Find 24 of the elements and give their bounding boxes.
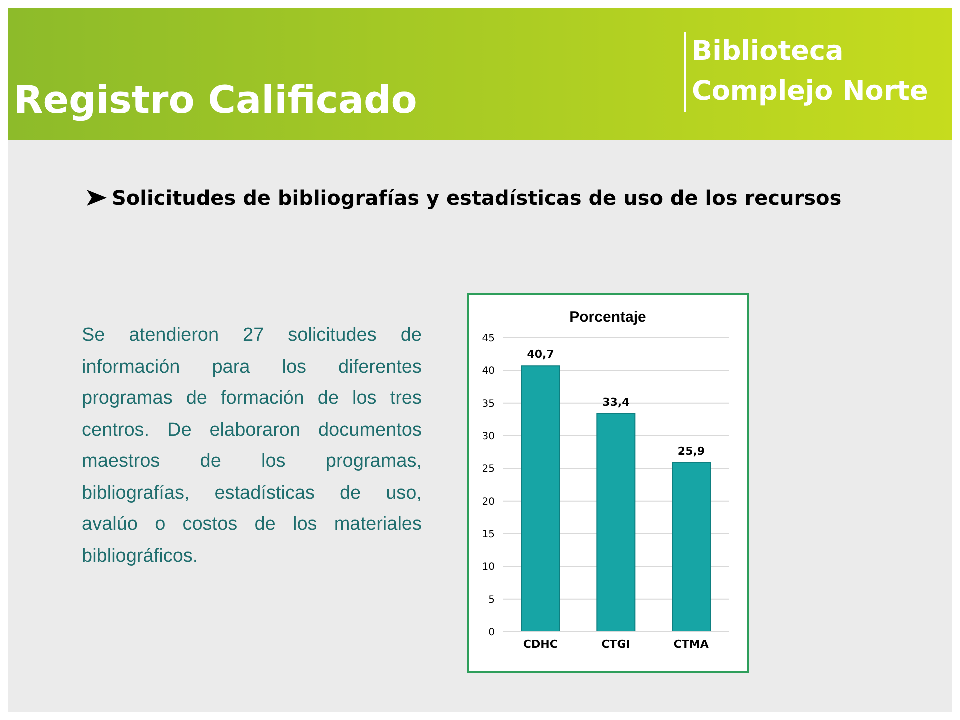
y-tick-label: 25 xyxy=(482,464,495,476)
bar xyxy=(521,366,560,632)
text: Se atendieron 27 solicitudes de información para los diferentes programas de formación de los tres centros. De elaboraron documentos maestros de los programas, bibliografías, estadísticas de uso, avalúo o costos de los materiales bibliográficos. xyxy=(82,324,422,568)
y-tick-label: 40 xyxy=(482,366,495,378)
text: Registro Calificado xyxy=(14,78,418,122)
x-tick-label: CDHC xyxy=(523,638,558,651)
data-label: 40,7 xyxy=(527,348,554,362)
bar xyxy=(596,413,636,632)
y-tick-label: 5 xyxy=(488,594,495,606)
chart-title: Porcentaje xyxy=(568,309,648,326)
data-label: 33,4 xyxy=(602,396,630,409)
y-tick-label: 20 xyxy=(482,496,495,508)
y-tick-label: 15 xyxy=(482,530,495,541)
x-tick-label: CTMA xyxy=(674,638,710,651)
y-tick-label: 35 xyxy=(482,398,495,410)
y-tick-label: 0 xyxy=(488,628,495,639)
bar xyxy=(672,462,711,632)
text: Solicitudes de bibliografías y estadísticas de uso de los recursos xyxy=(111,186,842,210)
y-tick-label: 45 xyxy=(482,334,495,345)
text: Biblioteca Complejo Norte xyxy=(684,32,942,112)
y-tick-label: 30 xyxy=(482,432,495,443)
data-label: 25,9 xyxy=(678,444,706,458)
y-tick-label: 10 xyxy=(482,562,495,574)
x-tick-label: CTGI xyxy=(602,638,630,651)
